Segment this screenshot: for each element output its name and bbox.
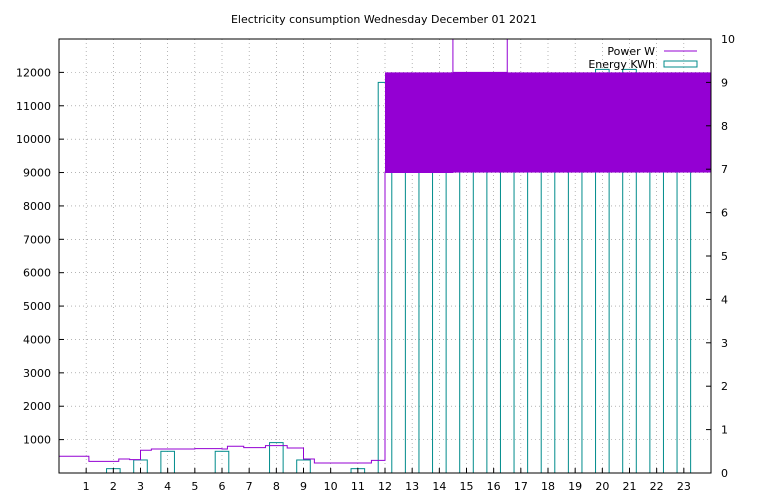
- x-tick-label: 8: [273, 480, 280, 493]
- y-right-tick-label: 2: [721, 380, 728, 393]
- x-tick-label: 14: [432, 480, 446, 493]
- x-tick-label: 23: [677, 480, 691, 493]
- y-left-tick-label: 5000: [23, 300, 51, 313]
- legend: Power W Energy KWh: [588, 45, 698, 71]
- y-right-tick-label: 7: [721, 163, 728, 176]
- y-left-tick-label: 10000: [16, 133, 51, 146]
- y-left-tick-label: 3000: [23, 367, 51, 380]
- y-left-tick-label: 1000: [23, 434, 51, 447]
- y-right-tick-label: 10: [721, 33, 735, 46]
- y-right-axis-ticks: 0 1 2 3 4 5 6 7 8 9 10: [706, 33, 735, 480]
- y-left-tick-label: 6000: [23, 267, 51, 280]
- chart-title: Electricity consumption Wednesday Decemb…: [231, 13, 537, 26]
- y-right-tick-label: 4: [721, 293, 728, 306]
- y-left-tick-label: 7000: [23, 233, 51, 246]
- legend-label-power: Power W: [607, 45, 655, 58]
- x-tick-label: 22: [650, 480, 664, 493]
- y-right-tick-label: 1: [721, 424, 728, 437]
- x-tick-label: 1: [83, 480, 90, 493]
- legend-label-energy: Energy KWh: [588, 58, 655, 71]
- x-tick-label: 6: [219, 480, 226, 493]
- y-right-tick-label: 6: [721, 207, 728, 220]
- x-tick-label: 7: [246, 480, 253, 493]
- y-right-tick-label: 8: [721, 120, 728, 133]
- x-tick-label: 12: [378, 480, 392, 493]
- x-tick-label: 16: [487, 480, 501, 493]
- x-tick-label: 18: [541, 480, 555, 493]
- y-left-tick-label: 2000: [23, 400, 51, 413]
- x-tick-label: 5: [191, 480, 198, 493]
- power-line: [59, 38, 712, 464]
- y-left-tick-label: 11000: [16, 100, 51, 113]
- y-right-tick-label: 9: [721, 76, 728, 89]
- y-left-tick-label: 12000: [16, 66, 51, 79]
- y-left-tick-label: 9000: [23, 167, 51, 180]
- x-tick-label: 20: [595, 480, 609, 493]
- x-tick-label: 10: [324, 480, 338, 493]
- x-tick-label: 4: [164, 480, 171, 493]
- y-right-tick-label: 0: [721, 467, 728, 480]
- y-left-tick-label: 8000: [23, 200, 51, 213]
- x-tick-label: 2: [110, 480, 117, 493]
- x-tick-label: 3: [137, 480, 144, 493]
- x-tick-label: 13: [405, 480, 419, 493]
- x-tick-label: 15: [460, 480, 474, 493]
- x-tick-label: 11: [351, 480, 365, 493]
- y-left-tick-label: 4000: [23, 333, 51, 346]
- x-tick-label: 19: [568, 480, 582, 493]
- y-right-tick-label: 5: [721, 250, 728, 263]
- x-tick-label: 21: [623, 480, 637, 493]
- x-axis-ticks: 1 2 3 4 5 6 7 8 9 10 11 12 13 14 15 16 17 18 19 20 21 22 23: [83, 468, 691, 493]
- power-band: [385, 72, 711, 173]
- power-series: [59, 38, 712, 464]
- y-left-axis-ticks: 1000 2000 3000 4000 5000 6000 7000 8000 9000 1000…: [16, 66, 64, 447]
- y-right-tick-label: 3: [721, 337, 728, 350]
- legend-swatch-energy: [663, 60, 698, 68]
- x-tick-label: 9: [300, 480, 307, 493]
- x-tick-label: 17: [514, 480, 528, 493]
